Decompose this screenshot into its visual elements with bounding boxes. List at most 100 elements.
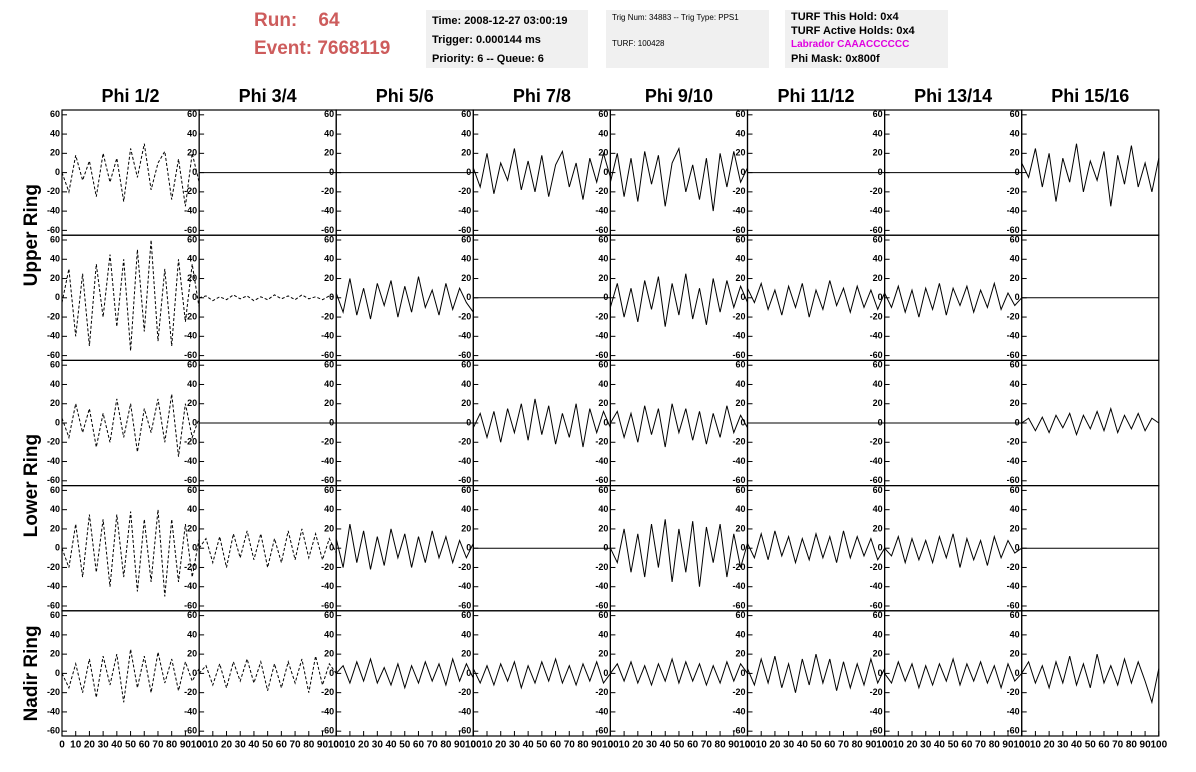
x-tick-label: 0 (745, 740, 751, 751)
y-tick-label: -60 (321, 350, 334, 360)
y-tick-label: -20 (595, 687, 608, 697)
y-tick-label: -40 (1007, 331, 1020, 341)
y-tick-label: -20 (458, 311, 471, 321)
y-tick-label: -40 (47, 706, 60, 716)
y-tick-label: 20 (735, 273, 745, 283)
y-tick-label: 20 (598, 523, 608, 533)
panel-frame (609, 109, 749, 236)
y-tick-label: 20 (461, 273, 471, 283)
panel-frame (883, 234, 1023, 361)
x-tick-label: 90 (728, 740, 740, 751)
y-tick-label: 20 (598, 649, 608, 659)
column-title: Phi 5/6 (376, 86, 434, 106)
x-tick-label: 30 (1057, 740, 1069, 751)
y-tick-label: -40 (595, 205, 608, 215)
y-tick-label: -20 (184, 687, 197, 697)
ring-label: Upper Ring (21, 184, 42, 286)
y-tick-label: 60 (735, 610, 745, 620)
y-tick-label: 40 (461, 629, 471, 639)
panel-frame (472, 109, 611, 236)
y-tick-label: -40 (321, 581, 334, 591)
waveform (747, 653, 886, 693)
y-tick-label: 0 (603, 417, 608, 427)
y-tick-label: 60 (461, 234, 471, 244)
x-tick-label: 50 (948, 740, 960, 751)
turf-box: TURF This Hold: 0x4 TURF Active Holds: 0… (785, 10, 948, 68)
y-tick-label: 20 (1010, 148, 1020, 158)
y-tick-label: 40 (873, 629, 883, 639)
x-tick-label: 10 (344, 740, 356, 751)
y-tick-label: -60 (184, 475, 197, 485)
panel-frame (335, 610, 474, 737)
waveform (335, 276, 474, 320)
panel-frame (609, 485, 749, 612)
y-tick-label: 0 (192, 292, 197, 302)
x-tick-label: 70 (838, 740, 850, 751)
y-tick-label: -20 (184, 562, 197, 572)
x-tick-label: 40 (248, 740, 260, 751)
y-tick-label: -40 (732, 456, 745, 466)
y-tick-label: -40 (47, 456, 60, 466)
y-tick-label: 0 (1015, 292, 1020, 302)
waveform (61, 239, 200, 351)
y-tick-label: -60 (732, 225, 745, 235)
y-tick-label: -20 (870, 687, 883, 697)
y-tick-label: -60 (321, 225, 334, 235)
y-tick-label: 20 (873, 273, 883, 283)
y-tick-label: -60 (458, 475, 471, 485)
y-tick-label: -20 (870, 311, 883, 321)
y-tick-label: -60 (870, 350, 883, 360)
event-label: Event: 7668119 (254, 38, 391, 59)
waveform (609, 657, 748, 687)
y-tick-label: 0 (192, 417, 197, 427)
x-tick-label: 0 (471, 740, 477, 751)
y-tick-label: -60 (870, 726, 883, 736)
y-tick-label: 60 (324, 109, 334, 119)
y-tick-label: 20 (873, 523, 883, 533)
y-tick-label: 0 (878, 292, 883, 302)
y-tick-label: 60 (598, 109, 608, 119)
y-tick-label: -40 (321, 331, 334, 341)
y-tick-label: -40 (458, 706, 471, 716)
x-tick-label: 100 (328, 740, 345, 751)
x-tick-label: 50 (536, 740, 548, 751)
y-tick-label: 60 (461, 360, 471, 370)
waveform (1021, 653, 1160, 705)
y-tick-label: 60 (187, 485, 197, 495)
y-tick-label: 20 (50, 148, 60, 158)
y-tick-label: 40 (461, 128, 471, 138)
y-tick-label: 20 (1010, 649, 1020, 659)
y-tick-label: -20 (458, 687, 471, 697)
y-tick-label: 60 (735, 234, 745, 244)
y-tick-label: 60 (1010, 109, 1020, 119)
waveform (472, 657, 611, 690)
x-tick-label: 30 (920, 740, 932, 751)
panel-frame (198, 610, 337, 737)
y-tick-label: -40 (732, 205, 745, 215)
y-tick-label: 60 (1010, 360, 1020, 370)
x-tick-label: 100 (465, 740, 482, 751)
y-tick-label: 40 (873, 128, 883, 138)
y-tick-label: 20 (735, 649, 745, 659)
y-tick-label: 0 (1015, 167, 1020, 177)
x-tick-label: 50 (125, 740, 137, 751)
y-tick-label: -60 (321, 726, 334, 736)
y-tick-label: -20 (595, 311, 608, 321)
y-tick-label: 60 (598, 485, 608, 495)
x-tick-label: 100 (1013, 740, 1030, 751)
waveform (884, 657, 1023, 690)
y-tick-label: 20 (598, 398, 608, 408)
y-tick-label: 40 (461, 254, 471, 264)
x-tick-label: 100 (876, 740, 893, 751)
x-tick-label: 90 (591, 740, 603, 751)
x-tick-label: 100 (191, 740, 208, 751)
x-tick-label: 90 (180, 740, 192, 751)
y-tick-label: 0 (329, 668, 334, 678)
y-tick-label: -40 (321, 205, 334, 215)
y-tick-label: 0 (466, 543, 471, 553)
info-line: Phi Mask: 0x800f (791, 53, 880, 65)
x-tick-label: 50 (1085, 740, 1097, 751)
y-tick-label: -60 (1007, 350, 1020, 360)
y-tick-label: 40 (324, 128, 334, 138)
y-tick-label: -20 (321, 562, 334, 572)
